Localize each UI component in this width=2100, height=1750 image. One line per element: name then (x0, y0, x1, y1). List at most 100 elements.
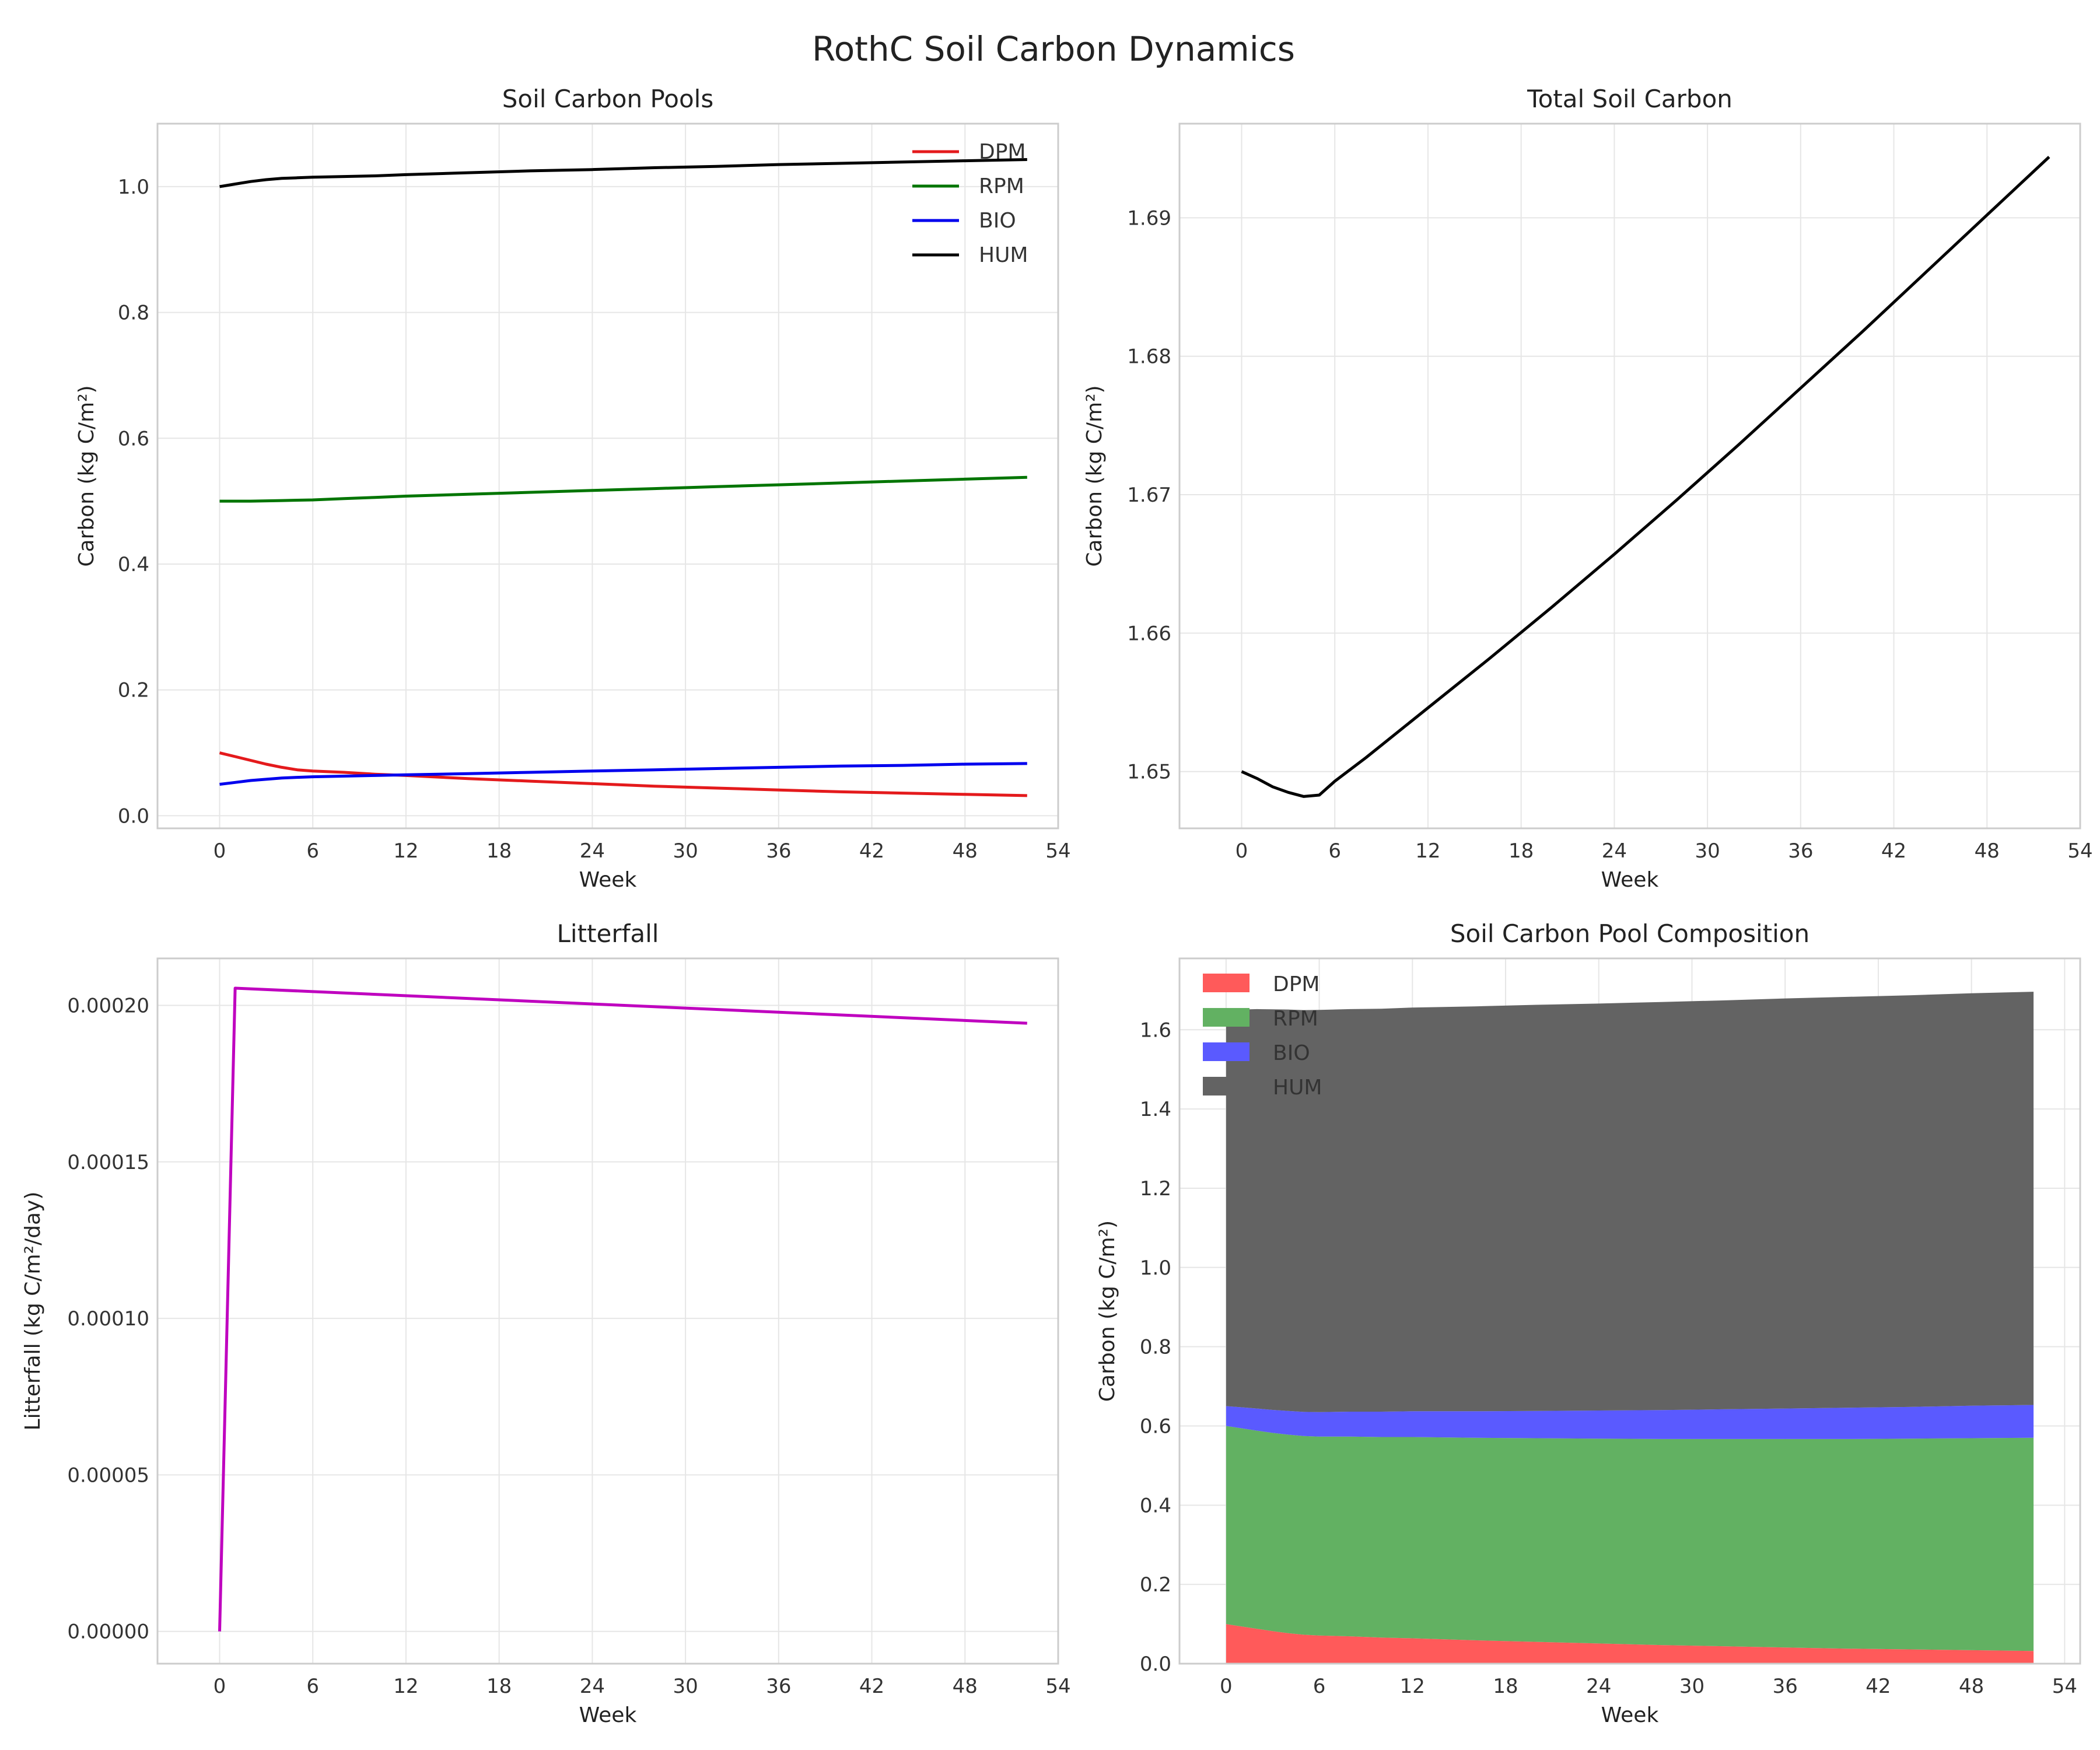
plot-frame (156, 957, 1059, 1665)
x-axis-label: Week (1601, 1703, 1659, 1727)
legend-swatch-dpm (1203, 974, 1250, 992)
x-tick-label: 12 (1415, 839, 1440, 863)
x-tick-label: 0 (1236, 839, 1248, 863)
legend-label-rpm: RPM (1273, 1007, 1318, 1031)
y-tick-label: 0.2 (1140, 1573, 1171, 1597)
x-tick-label: 18 (1493, 1675, 1518, 1698)
y-tick-label: 1.69 (1127, 206, 1171, 230)
x-tick-label: 54 (2067, 839, 2092, 863)
x-tick-label: 36 (1773, 1675, 1798, 1698)
x-tick-label: 6 (1328, 839, 1341, 863)
x-tick-label: 12 (393, 839, 418, 863)
y-tick-label: 0.00000 (67, 1620, 149, 1644)
y-tick-label: 0.6 (1140, 1415, 1171, 1438)
y-axis-label: Litterfall (kg C/m²/day) (21, 1192, 45, 1431)
y-tick-label: 1.65 (1127, 761, 1171, 784)
panel-total-soil-carbon: 0 6 12 18 24 30 36 42 48 54 1.65 1.66 1.67 1.68 1.69 To… (1083, 85, 2093, 892)
area-hum (1226, 992, 2034, 1412)
y-axis-label: Carbon (kg C/m²) (75, 385, 99, 566)
y-axis-label: Carbon (kg C/m²) (1096, 1220, 1119, 1402)
x-tick-label: 6 (306, 839, 319, 863)
y-tick-label: 1.6 (1140, 1019, 1171, 1042)
x-tick-label: 18 (487, 1675, 512, 1698)
x-tick-label: 30 (1679, 1675, 1704, 1698)
x-tick-label: 6 (1313, 1675, 1326, 1698)
legend-label-rpm: RPM (979, 174, 1024, 198)
plot-frame (1178, 957, 2081, 1665)
y-tick-label: 0.4 (118, 553, 149, 576)
legend-swatch-bio (1203, 1042, 1250, 1061)
line-hum (219, 158, 1027, 188)
area-bio (1226, 1405, 2034, 1439)
x-tick-label: 24 (580, 1675, 605, 1698)
panel-title: Litterfall (557, 919, 659, 948)
legend-label-hum: HUM (1273, 1076, 1322, 1100)
legend-swatch-hum (1203, 1077, 1250, 1096)
x-tick-label: 54 (2052, 1675, 2077, 1698)
x-tick-label: 30 (673, 1675, 698, 1698)
x-tick-label: 42 (859, 1675, 884, 1698)
y-axis-label: Carbon (kg C/m²) (1083, 385, 1107, 566)
x-tick-label: 18 (1508, 839, 1534, 863)
panel-litterfall: 0 6 12 18 24 30 36 42 48 54 0.00000 0.00005 0.00010 0… (21, 919, 1071, 1727)
area-dpm (1226, 1624, 2034, 1664)
x-tick-label: 0 (214, 839, 226, 863)
x-tick-label: 24 (1602, 839, 1627, 863)
y-tick-label: 0.4 (1140, 1494, 1171, 1517)
x-tick-label: 54 (1045, 839, 1070, 863)
y-tick-label: 0.6 (118, 427, 149, 450)
x-tick-label: 24 (580, 839, 605, 863)
y-tick-label: 0.00020 (67, 994, 149, 1017)
y-tick-label: 0.00015 (67, 1151, 149, 1174)
x-tick-label: 42 (859, 839, 884, 863)
x-tick-label: 42 (1881, 839, 1906, 863)
series-line (1241, 156, 2050, 798)
x-tick-label: 36 (1788, 839, 1813, 863)
x-tick-label: 30 (1695, 839, 1720, 863)
x-tick-label: 12 (1400, 1675, 1425, 1698)
y-tick-label: 1.0 (118, 176, 149, 199)
legend: DPM RPM BIO HUM (1203, 972, 1322, 1100)
x-tick-label: 18 (487, 839, 512, 863)
x-tick-label: 54 (1045, 1675, 1070, 1698)
y-tick-label: 1.68 (1127, 345, 1171, 369)
legend-label-bio: BIO (979, 209, 1016, 233)
line-dpm (219, 751, 1027, 797)
y-tick-label: 0.8 (1140, 1336, 1171, 1359)
panel-title: Total Soil Carbon (1527, 85, 1732, 113)
x-axis-label: Week (1601, 868, 1659, 892)
x-tick-label: 6 (306, 1675, 319, 1698)
plot-frame (1178, 123, 2081, 830)
legend-label-dpm: DPM (1273, 972, 1320, 996)
y-tick-label: 1.66 (1127, 622, 1171, 645)
legend-label-hum: HUM (979, 243, 1028, 267)
series-line (218, 986, 1027, 1632)
panel-pool-composition: 0 6 12 18 24 30 36 42 48 54 0.0 0.2 0.4 0.6 0.8 1.0 1.2 1… (1096, 919, 2081, 1727)
line-rpm (219, 475, 1027, 503)
y-tick-label: 0.2 (118, 679, 149, 702)
x-tick-label: 48 (1959, 1675, 1984, 1698)
panel-soil-carbon-pools: 0 6 12 18 24 30 36 42 48 54 0.0 0.2 0.4 0.6 0.8 1.0 Soil… (75, 85, 1071, 892)
plot-frame (156, 123, 1059, 830)
y-tick-label: 0.00005 (67, 1464, 149, 1487)
x-tick-label: 36 (766, 839, 791, 863)
x-tick-label: 0 (1220, 1675, 1233, 1698)
y-tick-label: 1.2 (1140, 1177, 1171, 1200)
x-tick-label: 48 (1975, 839, 2000, 863)
y-tick-label: 0.0 (118, 804, 149, 828)
legend-label-bio: BIO (1273, 1041, 1310, 1065)
line-bio (219, 762, 1027, 786)
x-axis-label: Week (579, 868, 637, 892)
y-tick-label: 0.8 (118, 302, 149, 325)
y-tick-label: 0.0 (1140, 1653, 1171, 1676)
area-rpm (1226, 1426, 2034, 1651)
x-tick-label: 12 (393, 1675, 418, 1698)
x-tick-label: 48 (953, 839, 978, 863)
figure-title: RothC Soil Carbon Dynamics (812, 29, 1295, 69)
y-tick-label: 0.00010 (67, 1307, 149, 1331)
y-tick-label: 1.0 (1140, 1256, 1171, 1280)
x-tick-label: 30 (673, 839, 698, 863)
legend-label-dpm: DPM (979, 140, 1026, 164)
x-tick-label: 36 (766, 1675, 791, 1698)
